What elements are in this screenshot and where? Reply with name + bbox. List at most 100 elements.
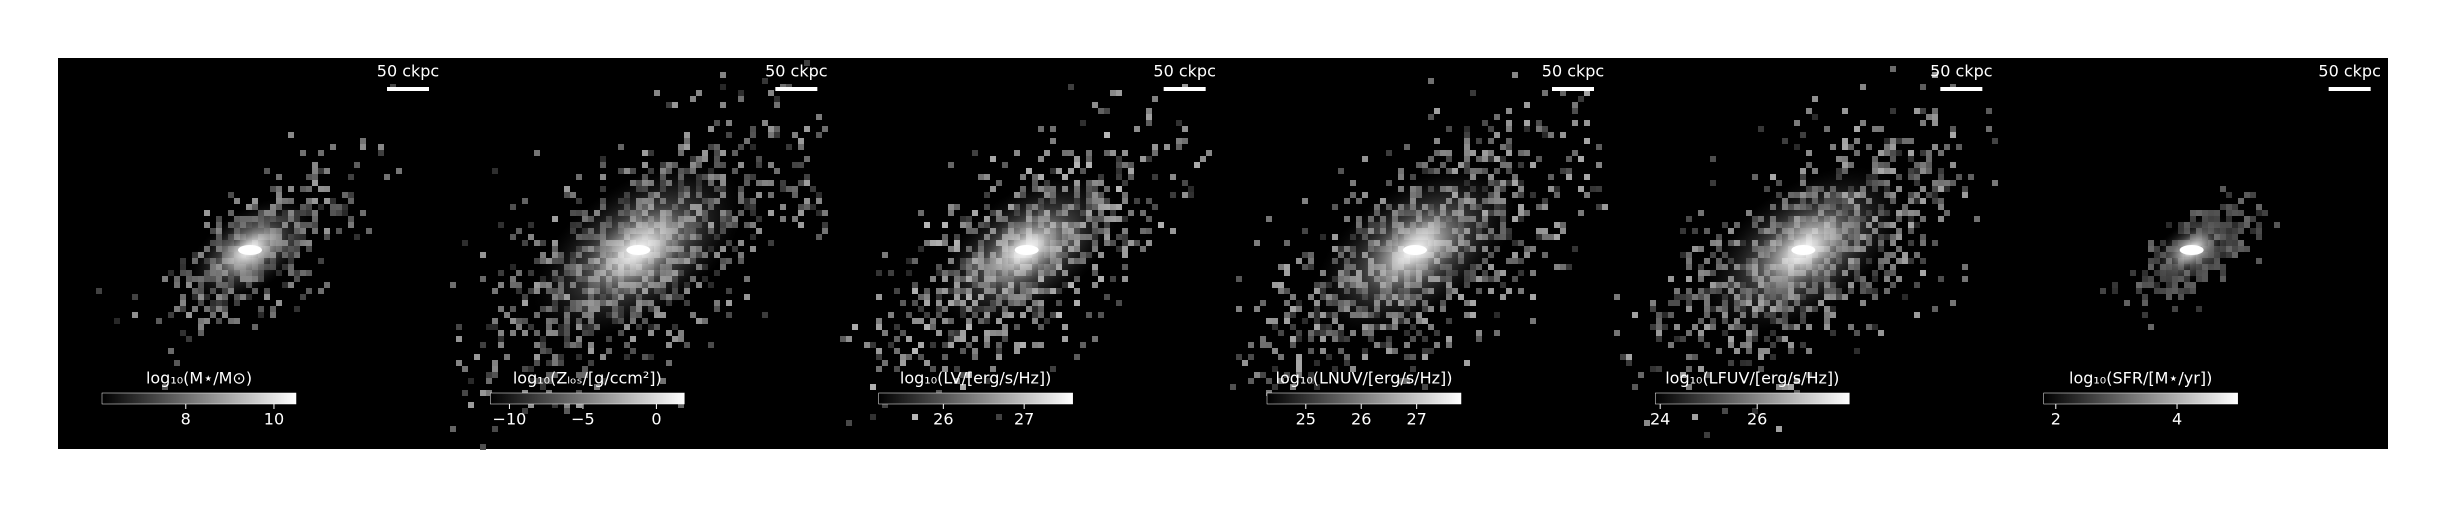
pixel [1584, 174, 1590, 180]
pixel [1560, 264, 1566, 270]
pixel [816, 132, 822, 138]
pixel [216, 318, 222, 324]
pixel [822, 222, 828, 228]
pixel [1092, 102, 1098, 108]
pixel [876, 318, 882, 324]
pixel [1140, 210, 1146, 216]
pixel [624, 168, 630, 174]
pixel [702, 156, 708, 162]
pixel [300, 186, 306, 192]
pixel [264, 168, 270, 174]
pixel [1284, 288, 1290, 294]
pixel [1134, 126, 1140, 132]
pixel [1182, 138, 1188, 144]
pixel [2142, 282, 2148, 288]
pixel [1614, 294, 1620, 300]
pixel [1908, 222, 1914, 228]
pixel [1314, 330, 1320, 336]
pixel [924, 300, 930, 306]
pixel [1548, 132, 1554, 138]
pixel [720, 150, 726, 156]
pixel [606, 348, 612, 354]
pixel [912, 414, 918, 420]
pixel [1710, 240, 1716, 246]
pixel [1914, 252, 1920, 258]
panel: 50 ckpc log₁₀(SFR/[M⋆/yr]) 2 4 [2043, 62, 2381, 429]
pixel [336, 228, 342, 234]
pixel [1290, 336, 1296, 342]
pixel [714, 162, 720, 168]
pixel [222, 312, 228, 318]
pixel [1686, 264, 1692, 270]
pixel [912, 318, 918, 324]
pixel [1902, 252, 1908, 258]
pixel [948, 210, 954, 216]
pixel [1416, 318, 1422, 324]
pixel [684, 144, 690, 150]
pixel [1884, 258, 1890, 264]
pixel [954, 378, 960, 384]
pixel [1950, 132, 1956, 138]
pixel [1110, 240, 1116, 246]
pixel [1434, 342, 1440, 348]
pixel [1680, 228, 1686, 234]
pixel [1074, 156, 1080, 162]
pixel [2142, 270, 2148, 276]
pixel [552, 372, 558, 378]
pixel [1902, 138, 1908, 144]
pixel [708, 126, 714, 132]
pixel [1152, 174, 1158, 180]
pixel [270, 186, 276, 192]
pixel [1584, 90, 1590, 96]
pixel [276, 300, 282, 306]
pixel [648, 324, 654, 330]
pixel [1926, 168, 1932, 174]
pixel [1368, 336, 1374, 342]
pixel [954, 234, 960, 240]
pixel [1092, 336, 1098, 342]
pixel [1284, 318, 1290, 324]
pixel [96, 288, 102, 294]
pixel [1890, 168, 1896, 174]
pixel [1896, 150, 1902, 156]
pixel [1938, 198, 1944, 204]
pixel [1728, 336, 1734, 342]
pixel [630, 168, 636, 174]
pixel [348, 192, 354, 198]
pixel [1968, 174, 1974, 180]
pixel [336, 204, 342, 210]
pixel [1068, 168, 1074, 174]
pixel [306, 240, 312, 246]
pixel [1308, 252, 1314, 258]
pixel [1860, 84, 1866, 90]
pixel [618, 144, 624, 150]
pixel [1974, 216, 1980, 222]
scale-bar [387, 87, 429, 91]
pixel [822, 210, 828, 216]
pixel [984, 378, 990, 384]
pixel [756, 180, 762, 186]
pixel [342, 192, 348, 198]
pixel [774, 132, 780, 138]
pixel [1788, 324, 1794, 330]
pixel [1890, 264, 1896, 270]
pixel [1908, 216, 1914, 222]
pixel [1872, 126, 1878, 132]
pixel [1512, 258, 1518, 264]
pixel [324, 228, 330, 234]
pixel [1992, 138, 1998, 144]
pixel [690, 96, 696, 102]
pixel [1110, 276, 1116, 282]
pixel [738, 162, 744, 168]
pixel [1038, 306, 1044, 312]
pixel [1494, 312, 1500, 318]
pixel [570, 210, 576, 216]
pixel [1116, 174, 1122, 180]
pixel [1524, 102, 1530, 108]
pixel [1518, 270, 1524, 276]
pixel [1416, 162, 1422, 168]
pixel [690, 156, 696, 162]
pixel [2154, 288, 2160, 294]
pixel [228, 210, 234, 216]
pixel [558, 354, 564, 360]
